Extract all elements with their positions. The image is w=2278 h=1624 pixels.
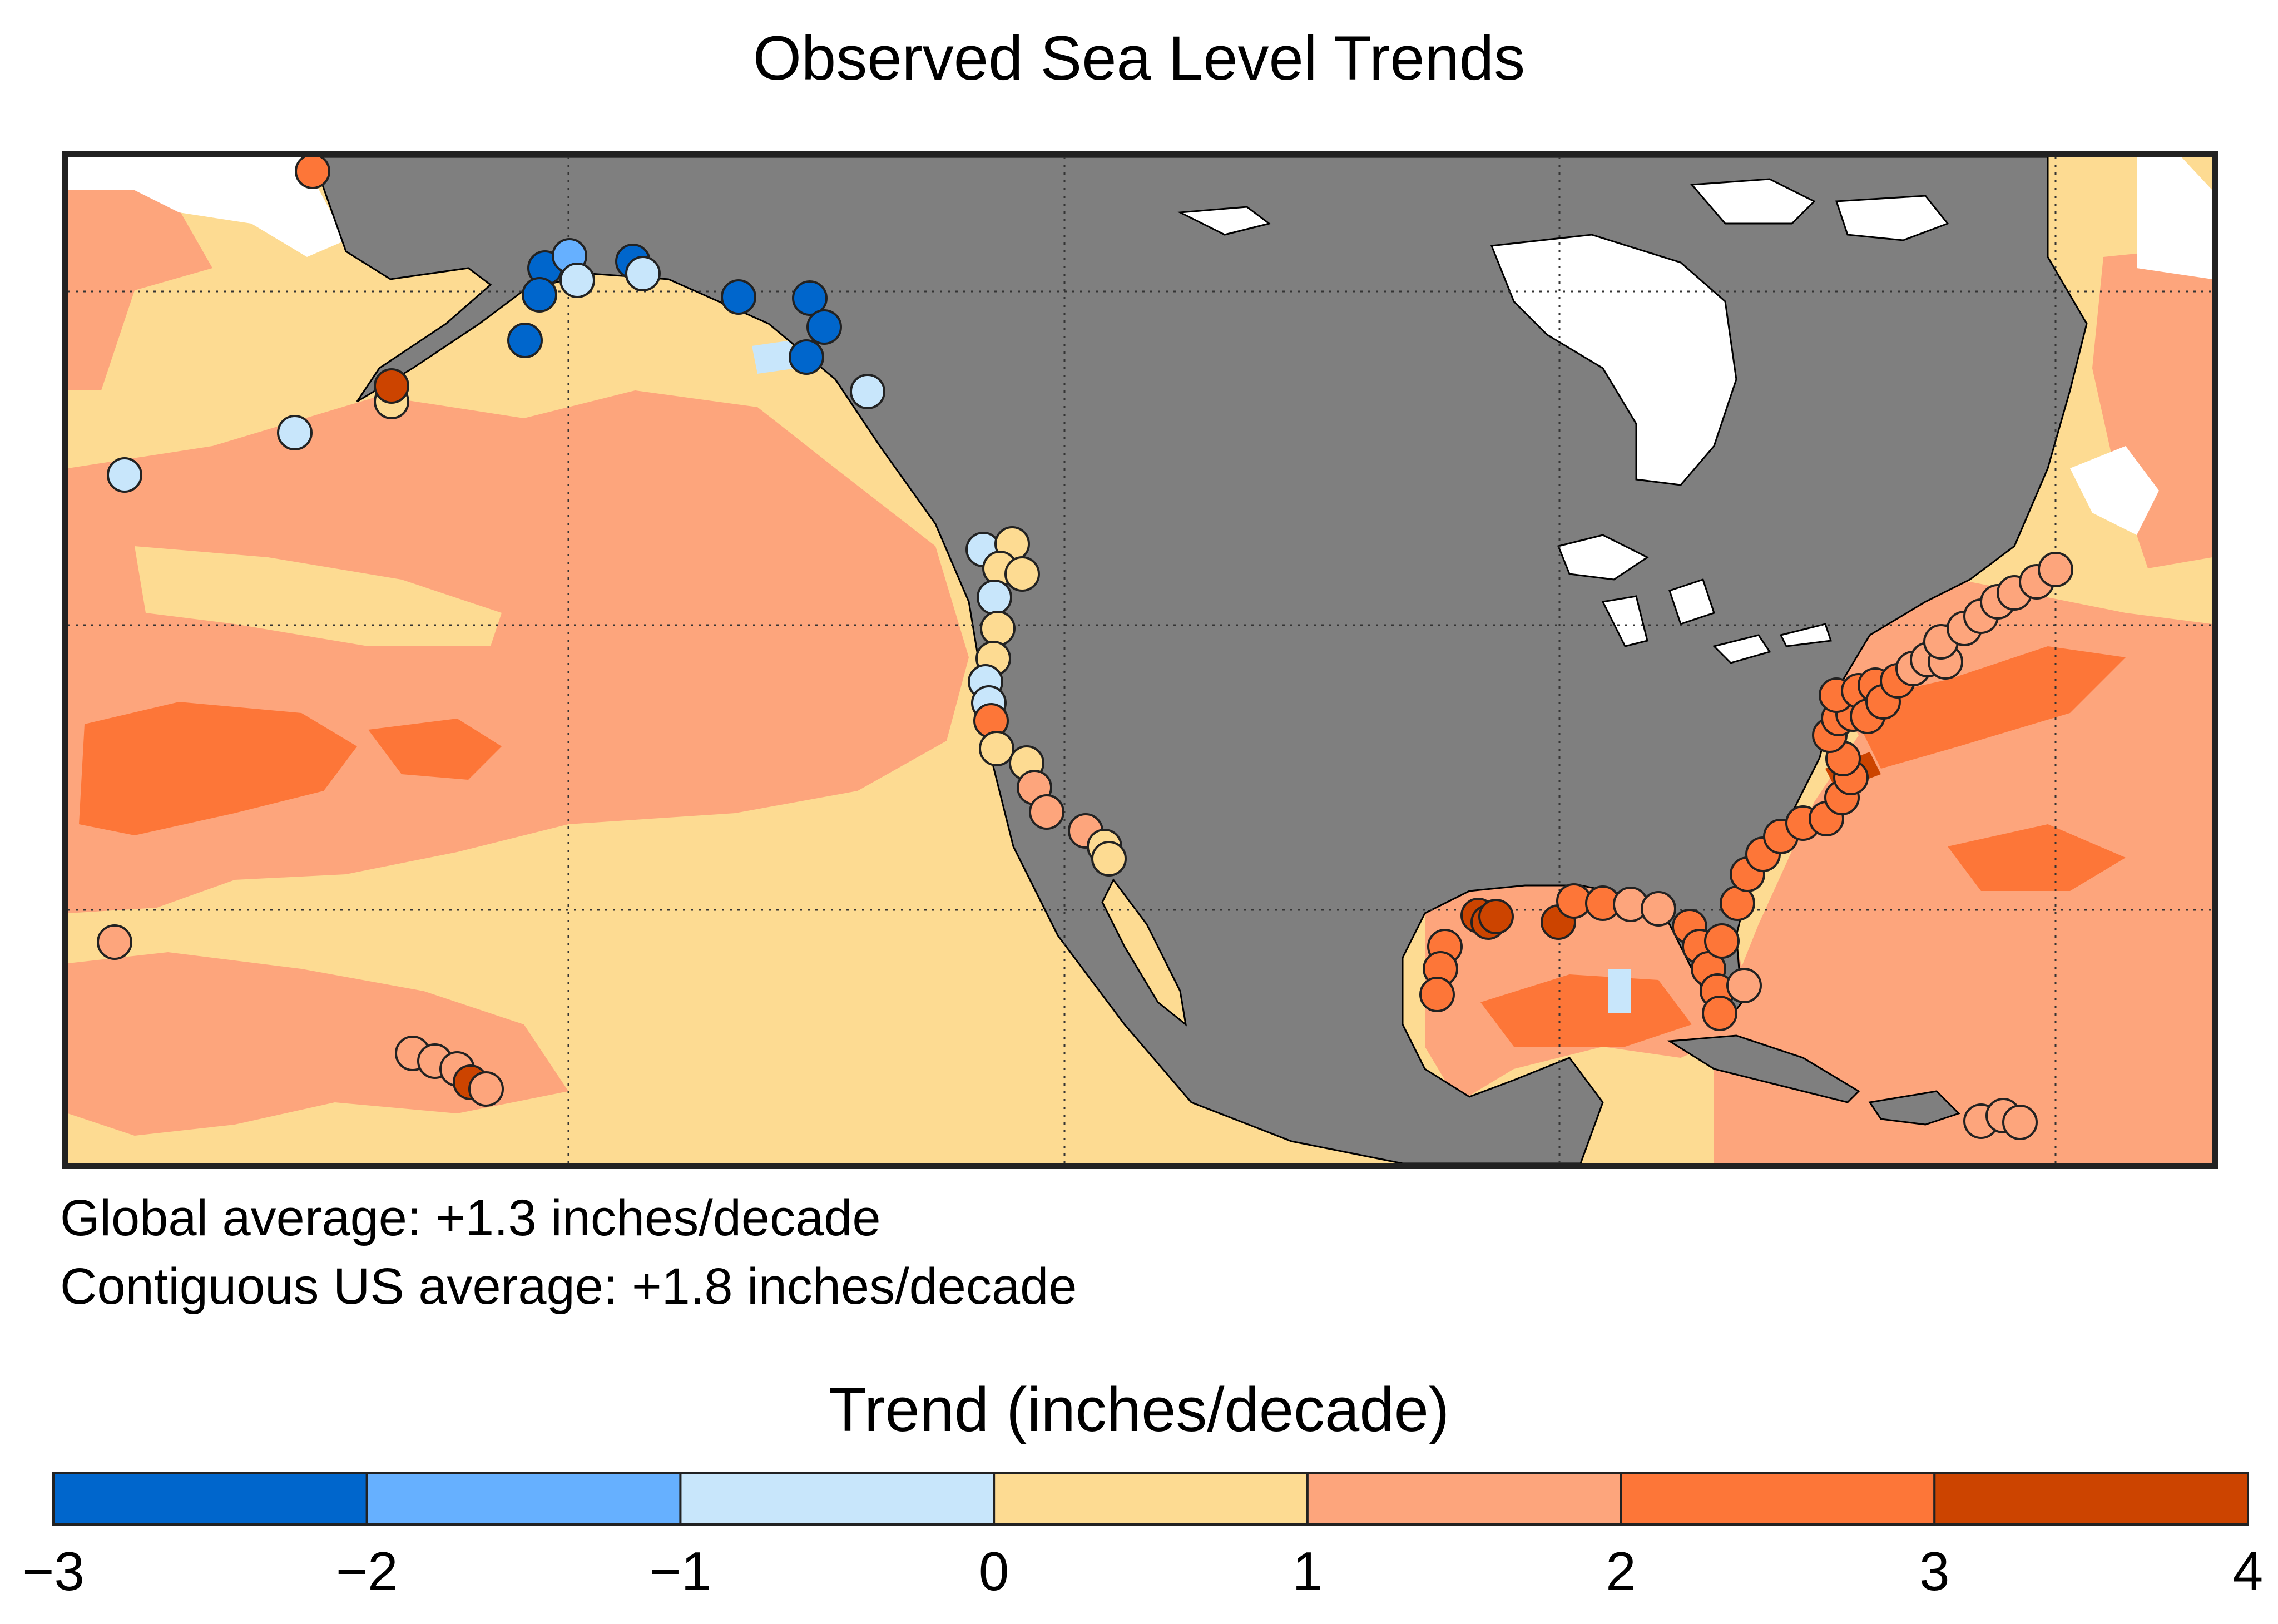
ocean-band-neg-1-0-alaska — [752, 340, 796, 374]
ocean-band-2-3-atlantic-south — [1948, 824, 2126, 891]
arctic-islands — [1177, 178, 1949, 241]
station-marker — [980, 611, 1016, 646]
station-marker — [1641, 891, 1676, 927]
station-marker — [559, 263, 595, 298]
ocean-band-2-3-pacific-east — [368, 719, 502, 780]
ice-bering — [68, 157, 346, 257]
colorbar-title: Trend (inches/decade) — [828, 1375, 1450, 1444]
station-marker — [277, 415, 313, 450]
tide-gauge-stations — [97, 157, 2073, 1140]
station-marker — [1419, 977, 1455, 1012]
station-marker — [1004, 556, 1040, 592]
colorbar-bin — [1933, 1472, 2249, 1526]
hudson-bay — [1490, 234, 1737, 486]
global-average-note: Global average: +1.3 inches/decade — [60, 1190, 881, 1246]
station-marker — [979, 731, 1014, 766]
station-marker — [806, 309, 842, 345]
colorbar — [51, 1471, 2250, 1527]
colorbar-bin — [1306, 1472, 1622, 1526]
ocean-band-1-2-atlantic — [1714, 580, 2212, 1163]
station-marker — [1726, 968, 1762, 1003]
ocean-band-2-3-gulf — [1480, 974, 1692, 1047]
ocean-band-2-3-pacific — [79, 702, 357, 835]
us-average-note: Contiguous US average: +1.8 inches/decad… — [60, 1258, 1077, 1315]
station-marker — [2002, 1105, 2038, 1140]
ice-greenland — [2048, 157, 2212, 535]
ocean-band-1-2-subtropic-pacific — [68, 952, 568, 1136]
colorbar-tick-label: 0 — [978, 1541, 1009, 1602]
ocean-band-1-2-north-pacific — [68, 190, 212, 390]
station-marker — [977, 580, 1012, 615]
cuba — [1667, 1034, 1860, 1103]
ocean-band-neg-1-0-gulf — [1608, 969, 1631, 1013]
colorbar-tick-label: 4 — [2232, 1541, 2264, 1602]
colorbar-bin — [993, 1472, 1309, 1526]
station-marker — [295, 157, 330, 189]
colorbar-bin — [1620, 1472, 1936, 1526]
ocean-band-2-3-atlantic — [1848, 646, 2126, 769]
land-areas — [311, 157, 2088, 1163]
colorbar-tick-label: −3 — [22, 1541, 85, 1602]
baja-california — [1101, 878, 1187, 1027]
colorbar-tick-label: 3 — [1919, 1541, 1950, 1602]
station-marker — [2038, 552, 2073, 587]
station-marker — [789, 339, 824, 375]
map-title: Observed Sea Level Trends — [752, 23, 1526, 93]
station-marker — [1702, 996, 1737, 1031]
colorbar-tick-label: −1 — [649, 1541, 712, 1602]
station-marker — [374, 368, 409, 404]
station-marker — [1029, 794, 1064, 830]
great-lakes — [1557, 534, 1833, 664]
colorbar-tick-label: 2 — [1606, 1541, 1636, 1602]
station-marker — [625, 256, 661, 291]
ocean-band-0-1-pacific-hole — [135, 546, 502, 646]
station-marker — [721, 279, 756, 315]
station-marker — [107, 457, 142, 493]
station-marker — [97, 924, 132, 960]
sea-level-map — [62, 151, 2218, 1169]
station-marker — [507, 323, 543, 358]
map-canvas — [68, 157, 2212, 1163]
colorbar-bin — [365, 1472, 682, 1526]
station-marker — [468, 1071, 504, 1107]
station-marker — [1091, 841, 1127, 877]
station-marker — [522, 277, 557, 313]
station-marker — [792, 280, 828, 316]
station-marker — [1478, 899, 1514, 934]
colorbar-bin — [679, 1472, 996, 1526]
colorbar-tick-label: −2 — [335, 1541, 398, 1602]
station-marker — [850, 374, 885, 409]
station-marker — [1704, 923, 1740, 959]
colorbar-canvas — [52, 1472, 2249, 1526]
hispaniola — [1868, 1090, 1960, 1126]
colorbar-tick-label: 1 — [1292, 1541, 1323, 1602]
colorbar-bin — [52, 1472, 368, 1526]
ice-areas — [68, 157, 2212, 535]
